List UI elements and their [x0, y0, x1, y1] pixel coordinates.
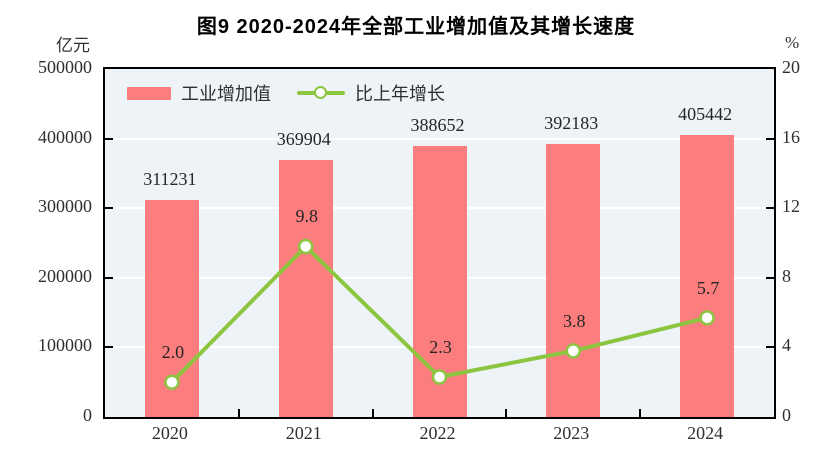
left-axis-tick-label: 100000	[38, 335, 92, 356]
x-axis-tick	[237, 409, 240, 417]
left-axis-tick	[105, 346, 113, 349]
x-axis-label-2023: 2023	[553, 423, 590, 443]
left-axis-tick-label: 0	[83, 405, 92, 425]
right-axis-tick-label: 8	[782, 265, 791, 286]
left-axis-tick-label: 200000	[38, 265, 92, 286]
left-axis-tick-label: 400000	[38, 126, 92, 147]
bar-value-label: 369904	[276, 129, 331, 149]
right-axis-tick	[766, 346, 774, 349]
bar-value-label: 392183	[544, 113, 599, 133]
grid-line	[105, 137, 774, 140]
x-axis-label-2021: 2021	[285, 423, 322, 443]
line-value-label: 9.8	[295, 206, 318, 227]
line-series	[164, 238, 715, 390]
bar-2024	[680, 135, 735, 417]
left-axis-tick-label: 500000	[38, 57, 92, 77]
bar-value-label: 311231	[143, 169, 197, 189]
right-axis-tick-label: 0	[782, 405, 791, 425]
plot-area: 工业增加值 比上年增长	[103, 67, 776, 419]
x-axis-tick	[639, 409, 642, 417]
line-legend-marker	[297, 86, 345, 100]
left-axis-tick	[105, 207, 113, 210]
line-point-marker	[164, 374, 180, 390]
x-axis-label-2020: 2020	[151, 423, 188, 443]
x-axis-tick	[505, 409, 508, 417]
right-axis-tick-label: 4	[782, 335, 791, 356]
right-axis-tick-label: 12	[782, 196, 800, 217]
bar-value-label: 405442	[678, 104, 733, 124]
line-point-marker	[565, 343, 582, 359]
left-axis-unit-label: 亿元	[56, 36, 90, 55]
bar-value-label: 388652	[410, 115, 465, 135]
right-axis-unit-label: %	[785, 33, 800, 52]
right-axis-tick-label: 20	[782, 57, 800, 77]
line-point-marker	[297, 238, 314, 255]
left-axis-tick	[105, 276, 113, 279]
line-value-label: 5.7	[696, 277, 720, 298]
x-axis-label-2022: 2022	[419, 423, 456, 443]
line-legend-label: 比上年增长	[355, 84, 445, 104]
line-value-label: 2.0	[161, 342, 185, 363]
right-axis-tick	[766, 137, 774, 140]
left-axis-tick	[105, 137, 113, 140]
chart-legend: 工业增加值 比上年增长	[127, 82, 471, 104]
right-axis-tick-label: 16	[782, 126, 800, 147]
left-axis-tick-label: 300000	[38, 196, 92, 217]
line-point-marker	[431, 369, 448, 385]
right-axis-tick	[766, 276, 774, 279]
bar-2023	[546, 144, 601, 417]
x-axis-label-2024: 2024	[687, 423, 724, 443]
line-point-marker	[699, 310, 715, 326]
bar-legend-swatch	[127, 86, 171, 100]
x-axis-tick	[371, 409, 374, 417]
line-legend-dot	[314, 86, 327, 99]
line-value-label: 3.8	[563, 310, 586, 331]
bar-2021	[278, 160, 333, 417]
bar-legend-label: 工业增加值	[181, 84, 271, 104]
chart-title: 图9 2020-2024年全部工业增加值及其增长速度	[196, 16, 636, 38]
line-value-label: 2.3	[429, 336, 452, 357]
right-axis-tick	[766, 207, 774, 210]
growth-line	[169, 244, 710, 385]
